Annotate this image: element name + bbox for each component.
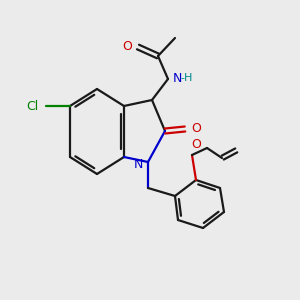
Text: -H: -H bbox=[181, 73, 193, 83]
Text: N: N bbox=[172, 73, 182, 85]
Text: O: O bbox=[122, 40, 132, 53]
Text: O: O bbox=[191, 122, 201, 136]
Text: O: O bbox=[191, 139, 201, 152]
Text: Cl: Cl bbox=[26, 100, 38, 112]
Text: N: N bbox=[133, 158, 143, 172]
